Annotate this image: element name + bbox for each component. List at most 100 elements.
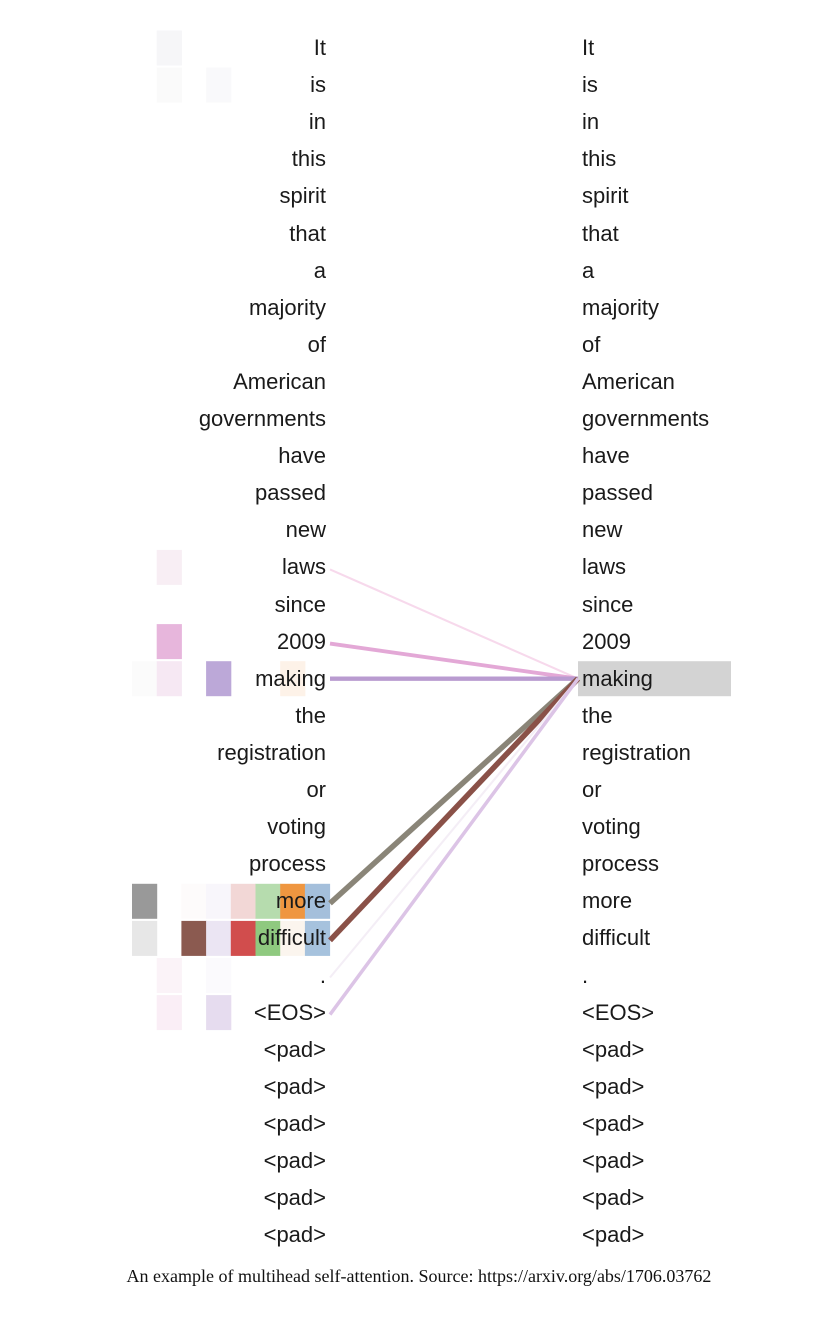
attention-line [329, 678, 579, 979]
head-attention-cell [206, 995, 232, 1031]
head-attention-cell [156, 30, 182, 66]
head-attention-cell [230, 883, 256, 919]
right-token: <pad> [582, 1148, 645, 1173]
right-token: since [582, 591, 634, 617]
head-attention-cell [304, 920, 331, 956]
right-token: of [582, 331, 601, 357]
right-token: American [582, 368, 675, 394]
left-token: more [275, 888, 326, 914]
head-attention-cell [280, 920, 306, 956]
head-cells-layer [132, 30, 331, 1031]
left-token: have [278, 443, 326, 469]
right-token: registration [582, 739, 691, 765]
left-token: 2009 [277, 628, 326, 654]
left-token: difficult [257, 925, 326, 951]
right-token: majority [582, 294, 660, 320]
right-token: difficult [582, 925, 651, 951]
left-token: is [310, 72, 326, 98]
left-token: the [295, 702, 326, 728]
attention-line [328, 676, 580, 906]
right-token: <pad> [582, 1073, 645, 1099]
right-token: laws [582, 554, 627, 580]
right-token: . [582, 962, 589, 988]
left-token: in [308, 109, 326, 135]
right-token: that [582, 220, 619, 246]
head-attention-cell [156, 624, 182, 660]
left-token: passed [255, 480, 326, 506]
left-token: majority [248, 294, 326, 320]
left-token: voting [267, 814, 326, 840]
head-attention-cell [304, 883, 331, 919]
query-token-highlight [578, 661, 731, 697]
left-token: American [233, 368, 326, 394]
head-attention-cell [206, 883, 232, 919]
head-attention-cell [156, 995, 182, 1031]
left-token: <pad> [263, 1222, 326, 1248]
right-token: voting [582, 814, 641, 840]
left-token: new [285, 517, 326, 543]
query-highlight-layer [578, 661, 731, 697]
head-attention-cell [280, 883, 306, 919]
left-token: this [291, 146, 326, 172]
left-token: that [289, 220, 326, 246]
right-token: process [582, 851, 660, 877]
head-attention-cell [255, 883, 281, 919]
head-attention-cell [156, 958, 182, 993]
right-token: new [582, 517, 623, 543]
left-token: <pad> [263, 1148, 326, 1173]
right-token: <pad> [582, 1036, 645, 1062]
right-token: 2009 [582, 628, 631, 654]
right-token: a [582, 257, 595, 283]
left-token: making [255, 665, 326, 691]
left-token: laws [281, 554, 326, 580]
head-attention-cell [206, 67, 232, 103]
right-token: or [582, 777, 602, 802]
right-token: governments [582, 406, 710, 431]
right-token: this [582, 146, 617, 172]
right-token: have [582, 443, 630, 469]
figure-caption: An example of multihead self-attention. … [126, 1266, 712, 1286]
head-attention-cell [181, 920, 207, 956]
right-token: <pad> [582, 1185, 645, 1211]
head-attention-cell [156, 67, 182, 103]
left-token: of [307, 331, 326, 357]
head-attention-cell [255, 920, 281, 956]
attention-line [329, 568, 579, 680]
head-attention-cell [206, 920, 232, 956]
head-attention-cell [181, 883, 207, 919]
left-token: It [313, 35, 326, 60]
attention-line [329, 641, 579, 681]
left-token: <pad> [263, 1185, 326, 1211]
right-token: is [582, 72, 598, 98]
attention-svg [132, 30, 731, 1031]
left-token: or [306, 777, 326, 802]
head-attention-cell [206, 958, 232, 993]
left-token: . [319, 962, 326, 988]
head-attention-cell [132, 920, 158, 956]
right-token: spirit [582, 183, 629, 209]
right-token: more [582, 888, 633, 914]
left-token: <pad> [263, 1036, 326, 1062]
head-attention-cell [230, 920, 256, 956]
left-token: since [274, 591, 326, 617]
attention-figure: It is in this spirit that a majority of American g… [132, 30, 731, 1248]
head-attention-cell [280, 661, 306, 697]
right-token: passed [582, 480, 653, 506]
attention-lines-layer [328, 568, 580, 1016]
head-attention-cell [156, 549, 182, 585]
right-token: <pad> [582, 1222, 645, 1248]
left-token: spirit [279, 183, 326, 209]
attention-line [328, 676, 580, 943]
right-token: <EOS> [582, 999, 655, 1025]
head-attention-cell [206, 661, 232, 697]
attention-line [328, 677, 580, 1016]
head-attention-cell [132, 883, 158, 919]
left-token: <EOS> [253, 999, 326, 1025]
right-token: <pad> [582, 1110, 645, 1136]
right-token: in [582, 109, 600, 135]
head-attention-cell [132, 661, 158, 697]
right-token: It [582, 35, 595, 60]
head-attention-cell [156, 661, 182, 697]
left-token: registration [217, 739, 326, 765]
left-token: <pad> [263, 1073, 326, 1099]
